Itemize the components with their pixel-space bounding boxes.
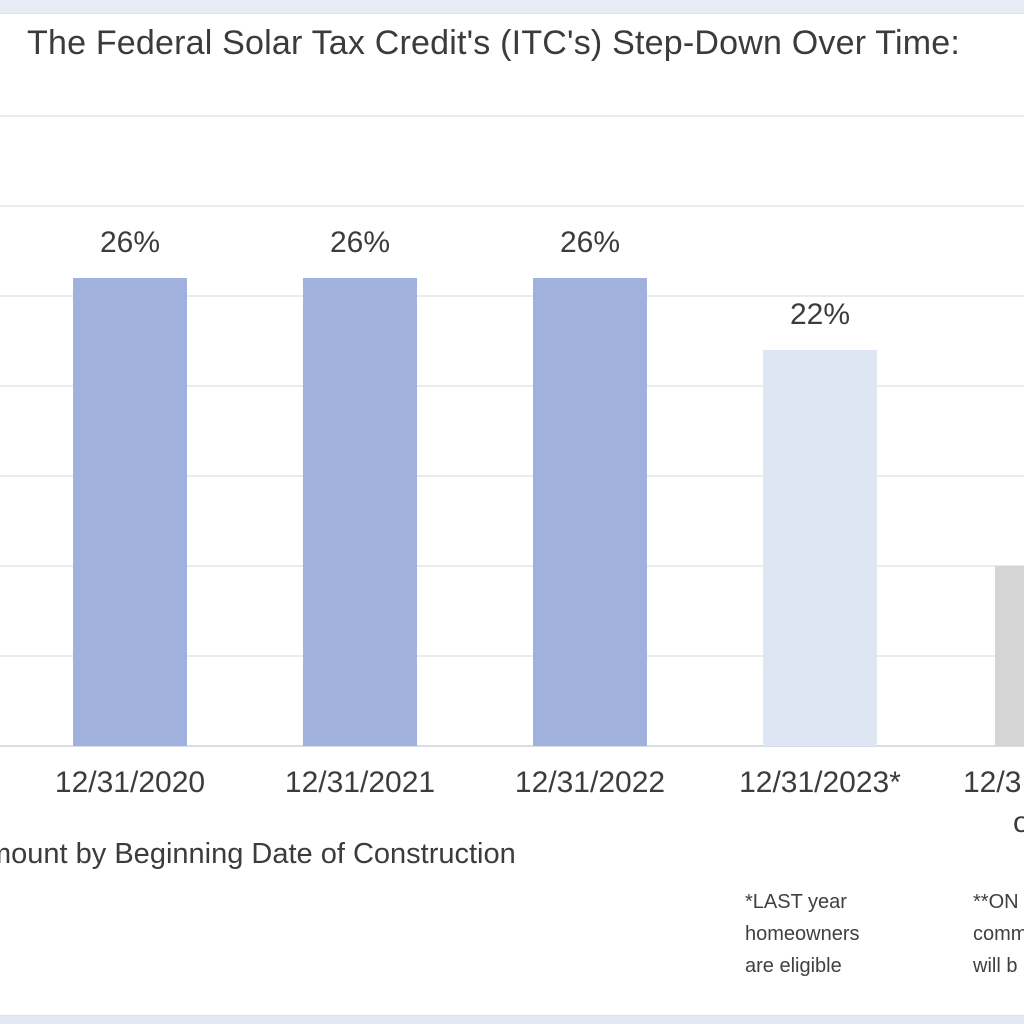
bar-12312022 (533, 278, 647, 746)
footnote-homeowners-line1: *LAST year (745, 891, 847, 913)
x-axis-label-clipped-line2: o (1013, 806, 1024, 839)
bar-value-label: 22% (789, 298, 851, 331)
bar-value-label: 26% (99, 226, 161, 259)
footnote-homeowners: *LAST year homeowners are eligible (745, 886, 860, 982)
bar-123 (995, 566, 1024, 746)
footnote-commercial-line1: **ON (973, 891, 1019, 913)
x-axis-line (0, 745, 1024, 747)
gridline-25pct (0, 295, 1024, 297)
gridline-10pct (0, 565, 1024, 567)
gridline-20pct (0, 385, 1024, 387)
x-axis-label: 12/31/2021 (284, 766, 436, 799)
gridline-15pct (0, 475, 1024, 477)
footnote-commercial-line3: will b (973, 955, 1018, 977)
plot-area: 26% 26% 26% 22% (0, 115, 1024, 747)
gridline-35pct (0, 115, 1024, 117)
x-axis-label: 12/31/2023* (739, 766, 901, 799)
bar-12312020 (73, 278, 187, 746)
gridline-5pct (0, 655, 1024, 657)
bar-value-label: 26% (329, 226, 391, 259)
footnote-commercial-line2: comm (973, 923, 1024, 945)
footnote-homeowners-line2: homeowners (745, 923, 860, 945)
chart-title: The Federal Solar Tax Credit's (ITC's) S… (27, 24, 960, 62)
bar-12312023 (763, 350, 877, 746)
x-axis-label-clipped-line1: 12/3 (963, 766, 1022, 799)
page-top-edge (0, 0, 1024, 14)
page-bottom-edge (0, 1015, 1024, 1024)
gridline-30pct (0, 205, 1024, 207)
bar-12312021 (303, 278, 417, 746)
x-axis-label: 12/31/2020 (54, 766, 206, 799)
x-axis-title-fragment: mount by Beginning Date of Construction (0, 838, 516, 870)
x-axis-label: 12/31/2022 (514, 766, 666, 799)
footnote-commercial-clipped: **ON comm will b (973, 886, 1024, 982)
bar-value-label: 26% (559, 226, 621, 259)
footnote-homeowners-line3: are eligible (745, 955, 842, 977)
